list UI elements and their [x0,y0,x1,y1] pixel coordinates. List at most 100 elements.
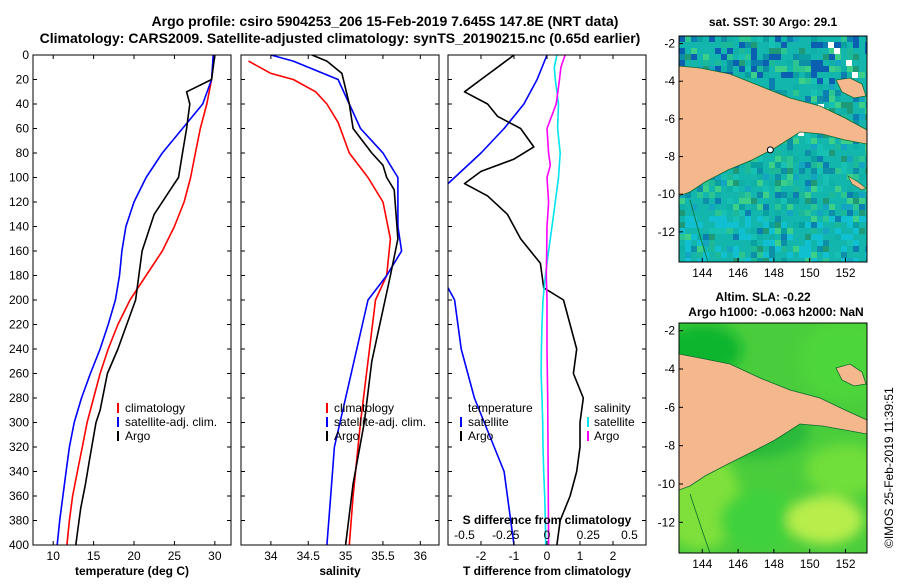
sst-pixel [817,246,823,252]
sst-pixel [811,36,817,42]
sst-pixel [715,174,721,180]
sst-pixel [757,216,763,222]
sst-pixel [865,162,867,168]
sst-pixel [847,48,853,54]
sst-pixel [757,156,763,162]
sst-pixel [865,144,867,150]
sst-pixel [835,42,841,48]
sst-pixel [709,36,715,42]
sst-pixel [715,186,721,192]
sst-pixel [745,234,751,240]
sst-pixel [805,186,811,192]
sst-pixel [829,210,835,216]
sst-map-title: sat. SST: 30 Argo: 29.1 [709,15,838,29]
sst-pixel [697,36,703,42]
sst-pixel [865,66,867,72]
sst-pixel [823,204,829,210]
sst-pixel [823,240,829,246]
sst-pixel [745,198,751,204]
sst-pixel [823,54,829,60]
sst-pixel [685,246,691,252]
sst-pixel [781,258,787,262]
sla-land [679,353,867,491]
sst-pixel [817,162,823,168]
sst-pixel [739,36,745,42]
sst-pixel [817,36,823,42]
sst-pixel [787,162,793,168]
sst-pixel [865,42,867,48]
sst-pixel [781,198,787,204]
sst-pixel [841,66,847,72]
sst-pixel [775,192,781,198]
sst-pixel [793,156,799,162]
sst-pixel [805,78,811,84]
sst-pixel [811,66,817,72]
sst-pixel [679,234,685,240]
sst-pixel [709,228,715,234]
sst-pixel [775,216,781,222]
sst-map-xticks: 144 146 148 150 152 [692,258,856,280]
sst-pixel [841,156,847,162]
sst-pixel [847,234,853,240]
difference-xticks: -2 -1 0 1 2 [476,55,617,563]
sst-pixel [679,54,685,60]
map-x-tick-label: 148 [764,557,784,571]
sst-pixel [811,174,817,180]
sst-pixel [823,174,829,180]
sst-pixel [835,60,841,66]
sst-pixel [709,240,715,246]
sst-pixel [835,102,841,108]
sst-pixel [859,72,865,78]
sst-pixel [757,72,763,78]
sst-pixel [757,234,763,240]
sst-pixel [769,222,775,228]
sst-pixel [853,162,859,168]
sst-pixel [811,60,817,66]
map-y-tick-label: -4 [664,74,675,88]
sst-pixel [769,228,775,234]
series-line-salinity-argo [545,55,566,545]
sst-pixel [739,162,745,168]
sst-pixel [733,60,739,66]
depth-tick-label: 260 [9,367,29,381]
sst-pixel [859,162,865,168]
sst-pixel [847,198,853,204]
new-guinea-land [679,65,867,197]
sst-pixel [865,186,867,192]
legend-label-salinity-satellite: satellite [594,415,635,429]
sst-pixel [727,222,733,228]
depth-tick-label: 60 [16,122,30,136]
sst-pixel [811,222,817,228]
sst-pixel [763,60,769,66]
sst-pixel [745,72,751,78]
sst-pixel [799,252,805,258]
sla-blob [720,490,800,550]
series-line-temperature-argo [463,55,585,545]
sst-pixel [805,252,811,258]
sst-pixel [817,132,823,138]
sst-pixel [775,210,781,216]
sst-pixel [763,192,769,198]
sst-pixel [859,102,865,108]
temperature-lines [56,55,216,545]
sst-pixel [853,240,859,246]
sst-pixel [841,258,847,262]
sst-pixel [775,246,781,252]
sst-pixel [679,222,685,228]
sst-pixel [817,240,823,246]
sst-pixel [865,252,867,258]
sst-pixel [739,54,745,60]
sst-pixel [751,246,757,252]
sst-pixel [829,192,835,198]
difference-panel: -2 -1 0 1 2 T difference from climatology S … [447,54,647,578]
sst-pixel [781,66,787,72]
salinity-difference-tick-label: 0.5 [621,528,638,542]
sst-pixel [847,240,853,246]
sst-pixel [823,162,829,168]
sst-pixel [811,234,817,240]
sst-pixel [841,102,847,108]
salinity-xticks: 34 34.5 35 35.5 36 [264,55,427,563]
sst-pixel [853,120,859,126]
sst-pixel [721,228,727,234]
